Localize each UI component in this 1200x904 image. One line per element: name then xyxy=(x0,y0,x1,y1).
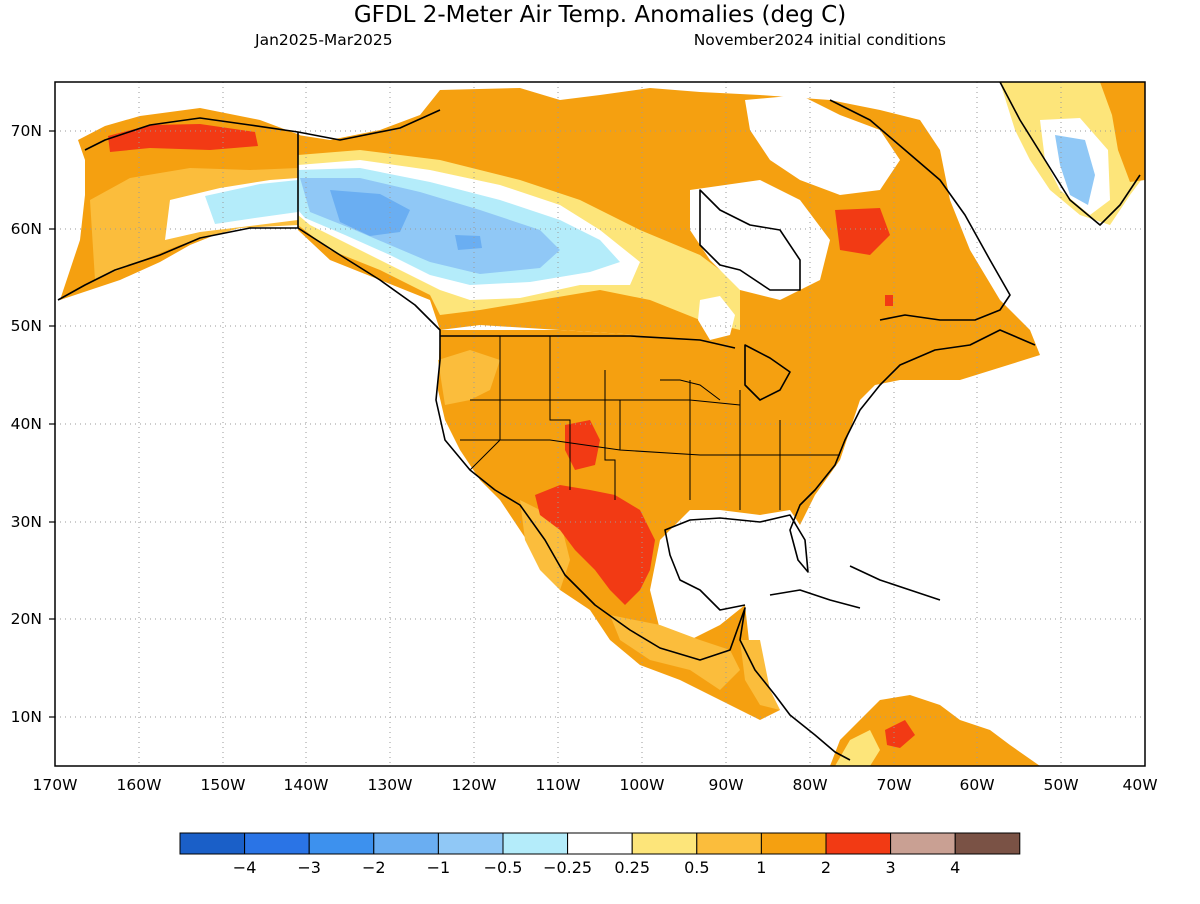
lon-label: 140W xyxy=(284,776,329,794)
lon-label: 80W xyxy=(792,776,827,794)
legend-label: −0.5 xyxy=(484,858,523,877)
legend-swatch xyxy=(502,832,569,855)
legend-swatch xyxy=(244,832,310,855)
region-south-america xyxy=(830,695,1040,766)
legend-swatch xyxy=(825,832,892,855)
legend-label: 2 xyxy=(821,858,831,877)
legend-label: −3 xyxy=(297,858,321,877)
legend-swatch xyxy=(890,832,956,855)
anomaly-field xyxy=(55,82,1145,766)
lat-label: 60N xyxy=(11,220,42,238)
region-southwest-warm xyxy=(535,485,655,605)
lon-label: 50W xyxy=(1043,776,1078,794)
legend-swatch xyxy=(179,832,246,855)
legend-swatch xyxy=(567,832,633,855)
legend-label: 4 xyxy=(950,858,960,877)
lat-label: 20N xyxy=(11,610,42,628)
legend-swatch xyxy=(696,832,762,855)
lon-label: 150W xyxy=(201,776,246,794)
legend-label: 3 xyxy=(886,858,896,877)
lon-axis: 170W 160W 150W 140W 130W 120W 110W 100W … xyxy=(33,776,1158,794)
lon-label: 160W xyxy=(117,776,162,794)
legend-swatch xyxy=(373,832,439,855)
legend-label: −1 xyxy=(427,858,451,877)
legend-label: 0.25 xyxy=(614,858,650,877)
legend-label: −2 xyxy=(362,858,386,877)
lon-label: 60W xyxy=(959,776,994,794)
lon-label: 130W xyxy=(368,776,413,794)
lat-label: 50N xyxy=(11,317,42,335)
legend-swatch xyxy=(760,832,827,855)
lon-label: 120W xyxy=(452,776,497,794)
initial-conditions-label: November2024 initial conditions xyxy=(694,31,946,49)
legend-swatch xyxy=(308,832,375,855)
coastlines xyxy=(57,82,1141,761)
lon-label: 170W xyxy=(33,776,78,794)
legend-swatch xyxy=(631,832,698,855)
legend-swatch xyxy=(954,832,1021,855)
map-title: GFDL 2-Meter Air Temp. Anomalies (deg C) xyxy=(354,2,846,28)
period-label: Jan2025-Mar2025 xyxy=(254,31,393,49)
state-borders xyxy=(460,336,840,510)
lon-label: 90W xyxy=(708,776,743,794)
legend-label: 0.5 xyxy=(684,858,709,877)
lat-axis: 70N 60N 50N 40N 30N 20N 10N xyxy=(11,122,42,726)
lat-label: 10N xyxy=(11,708,42,726)
color-legend: −4 −3 −2 −1 −0.5 −0.25 0.25 0.5 1 2 3 4 xyxy=(179,832,1021,877)
lon-label: 100W xyxy=(620,776,665,794)
legend-label: −4 xyxy=(233,858,257,877)
lon-label: 40W xyxy=(1122,776,1157,794)
region-usa xyxy=(438,330,890,720)
legend-label: −0.25 xyxy=(543,858,592,877)
lon-label: 70W xyxy=(876,776,911,794)
lon-label: 110W xyxy=(536,776,581,794)
legend-swatch xyxy=(437,832,504,855)
lat-label: 30N xyxy=(11,513,42,531)
legend-label: 1 xyxy=(756,858,766,877)
lat-label: 40N xyxy=(11,415,42,433)
lat-label: 70N xyxy=(11,122,42,140)
